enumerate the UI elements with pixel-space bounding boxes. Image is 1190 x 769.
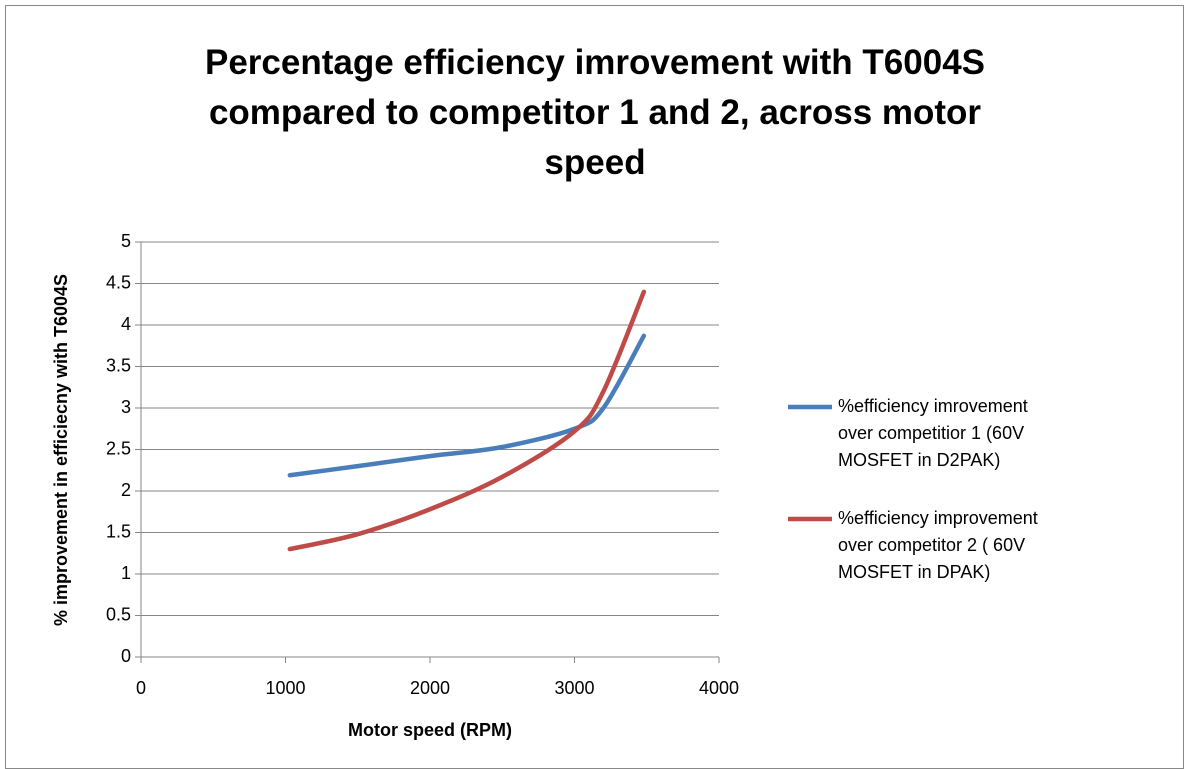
series-line (287, 333, 647, 478)
legend-label: %efficiency improvement over competitor … (838, 508, 1038, 582)
legend-label: %efficiency imrovement over competitior … (838, 396, 1028, 470)
y-axis-label: % improvement in efficiecny with T6004S (51, 274, 71, 626)
y-tick-label: 3 (121, 397, 131, 417)
x-tick-label: 0 (136, 678, 146, 698)
y-tick-label: 0 (121, 646, 131, 666)
y-tick-label: 2 (121, 480, 131, 500)
x-axis-label: Motor speed (RPM) (348, 720, 512, 740)
x-tick-label: 3000 (554, 678, 594, 698)
x-tick-label: 4000 (699, 678, 739, 698)
chart-title: Percentage efficiency imrovement with T6… (204, 43, 986, 182)
y-tick-label: 3.5 (106, 355, 131, 375)
y-tick-label: 1.5 (106, 521, 131, 541)
y-tick-label: 1 (121, 563, 131, 583)
y-tick-label: 0.5 (106, 604, 131, 624)
x-tick-label: 2000 (410, 678, 450, 698)
y-tick-label: 2.5 (106, 438, 131, 458)
y-tick-label: 4 (121, 314, 131, 334)
y-tick-label: 5 (121, 231, 131, 251)
x-tick-label: 1000 (265, 678, 305, 698)
y-tick-label: 4.5 (106, 272, 131, 292)
series-line (287, 289, 647, 552)
